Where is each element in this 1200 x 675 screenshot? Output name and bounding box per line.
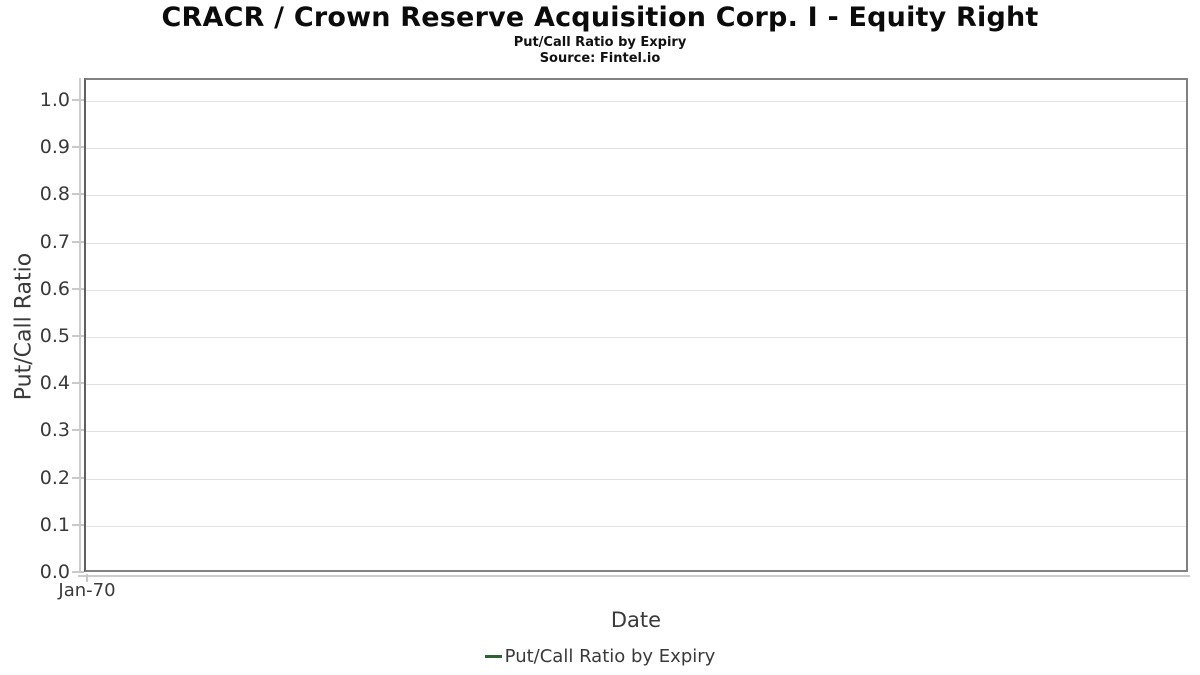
gridline (86, 195, 1186, 197)
gridline (86, 525, 1186, 527)
x-axis-tick-label: Jan-70 (58, 580, 116, 601)
x-axis-line (78, 575, 1190, 577)
gridline (86, 148, 1186, 150)
y-axis-tick-mark (72, 523, 84, 526)
y-axis-tick-mark (72, 146, 84, 149)
y-axis-tick-mark (72, 240, 84, 243)
y-axis-tick-label: 0.8 (39, 183, 70, 206)
gridline (86, 337, 1186, 338)
y-axis-tick-label: 0.0 (39, 561, 70, 583)
y-axis-tick-mark (72, 571, 84, 573)
gridline (86, 289, 1186, 291)
y-axis-tick-label: 0.9 (39, 136, 70, 159)
y-axis-tick-mark (72, 193, 84, 196)
x-axis-title: Date (610, 608, 662, 632)
y-axis-tick-mark (72, 335, 84, 337)
chart-source: Source: Fintel.io (539, 51, 661, 66)
y-axis-tick-label: 0.6 (39, 277, 70, 300)
legend-item-put-call-ratio[interactable]: Put/Call Ratio by Expiry (484, 646, 716, 667)
legend: Put/Call Ratio by Expiry (0, 646, 1200, 667)
y-axis-tick-label: 0.5 (39, 325, 70, 347)
y-axis-tick-mark (72, 476, 84, 479)
y-axis-tick-mark (72, 429, 84, 432)
gridline (86, 478, 1186, 480)
chart-title: CRACR / Crown Reserve Acquisition Corp. … (161, 2, 1039, 33)
legend-line-marker-icon (484, 655, 502, 658)
legend-label: Put/Call Ratio by Expiry (504, 646, 716, 667)
y-axis-tick-mark (72, 99, 84, 101)
x-axis-tick-mark (86, 574, 88, 582)
y-axis-tick-mark (72, 287, 84, 290)
gridline (86, 242, 1186, 244)
plot-area (84, 78, 1188, 572)
gridline (86, 101, 1186, 102)
y-axis-tick-label: 0.7 (39, 230, 70, 253)
y-axis-tick-mark (72, 382, 84, 385)
y-axis-tick-label: 0.3 (39, 419, 70, 442)
chart-subtitle: Put/Call Ratio by Expiry (513, 35, 687, 50)
gridline (86, 384, 1186, 386)
y-axis-tick-label: 0.1 (39, 513, 70, 536)
y-axis-tick-label: 0.4 (39, 372, 70, 395)
y-axis-line (79, 78, 81, 572)
y-axis-tick-label: 1.0 (39, 89, 70, 111)
y-axis-tick-label: 0.2 (39, 466, 70, 489)
gridline (86, 431, 1186, 433)
